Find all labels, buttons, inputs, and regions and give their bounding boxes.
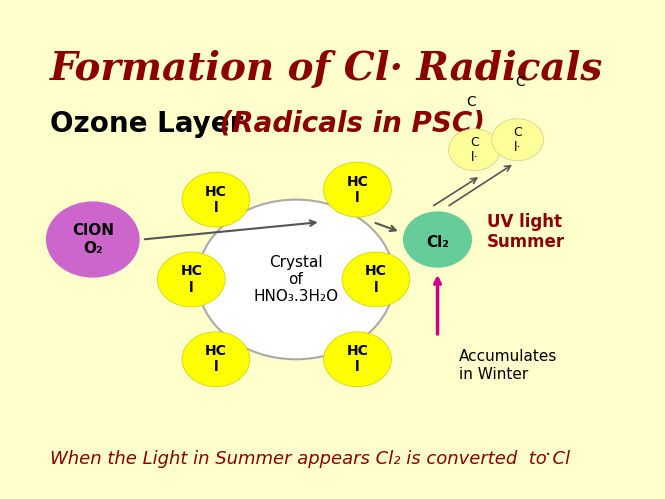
Circle shape bbox=[182, 332, 250, 387]
Text: C: C bbox=[466, 95, 476, 109]
Text: C
l·: C l· bbox=[513, 126, 522, 154]
Text: Accumulates
in Winter: Accumulates in Winter bbox=[459, 349, 557, 382]
Circle shape bbox=[47, 202, 139, 277]
Circle shape bbox=[324, 162, 391, 217]
Text: (Radicals in PSC): (Radicals in PSC) bbox=[209, 110, 485, 138]
Text: Cl₂: Cl₂ bbox=[426, 235, 449, 250]
Circle shape bbox=[491, 119, 543, 161]
Circle shape bbox=[324, 332, 391, 387]
Circle shape bbox=[158, 252, 225, 307]
Text: C: C bbox=[516, 75, 525, 89]
Text: When the Light in Summer appears Cl₂ is converted  to Cl: When the Light in Summer appears Cl₂ is … bbox=[50, 450, 570, 468]
Circle shape bbox=[198, 200, 394, 359]
Text: ClON
O₂: ClON O₂ bbox=[72, 224, 114, 255]
Circle shape bbox=[182, 172, 250, 227]
Text: UV light
Summer: UV light Summer bbox=[487, 213, 565, 251]
Text: Ozone Layer: Ozone Layer bbox=[50, 110, 243, 138]
Text: C
l·: C l· bbox=[470, 136, 479, 164]
Text: HC
l: HC l bbox=[346, 175, 368, 205]
Text: HC
l: HC l bbox=[180, 264, 202, 294]
Text: HC
l: HC l bbox=[205, 185, 227, 215]
Text: ·: · bbox=[545, 446, 551, 465]
Circle shape bbox=[449, 129, 500, 171]
Text: HC
l: HC l bbox=[205, 344, 227, 374]
Text: HC
l: HC l bbox=[346, 344, 368, 374]
Circle shape bbox=[342, 252, 410, 307]
Circle shape bbox=[404, 212, 471, 267]
Text: Crystal
of
HNO₃.3H₂O: Crystal of HNO₃.3H₂O bbox=[253, 254, 338, 304]
Text: Formation of Cl· Radicals: Formation of Cl· Radicals bbox=[50, 50, 603, 88]
Text: HC
l: HC l bbox=[365, 264, 387, 294]
